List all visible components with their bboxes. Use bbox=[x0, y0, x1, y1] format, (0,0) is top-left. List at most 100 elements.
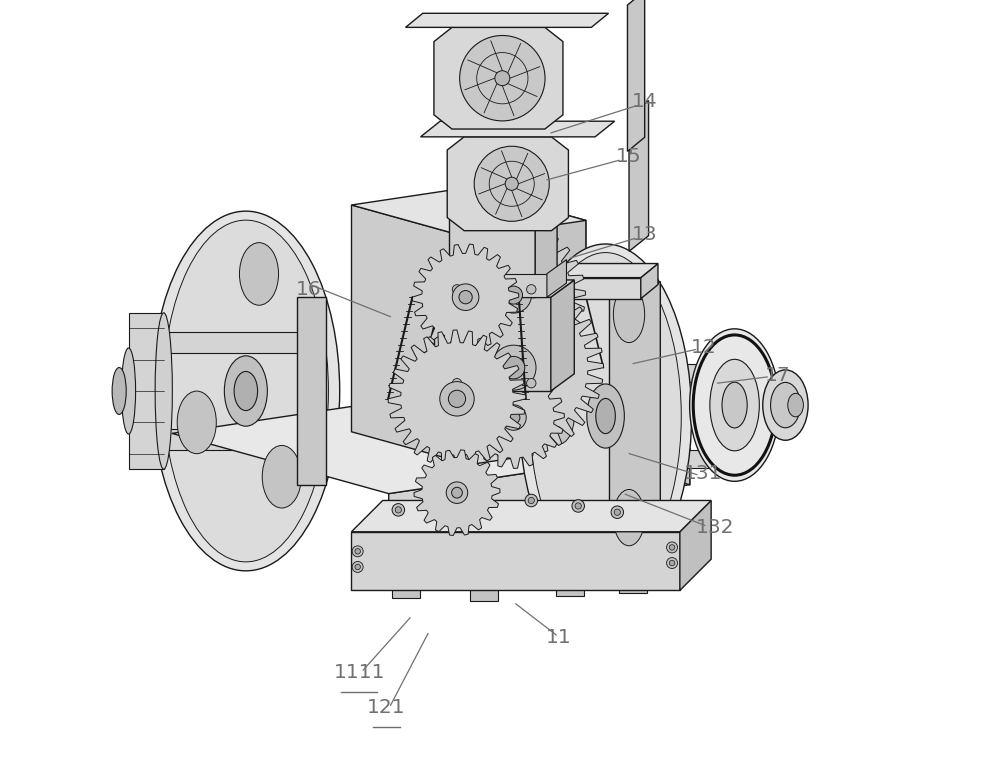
Polygon shape bbox=[551, 264, 658, 278]
Polygon shape bbox=[421, 121, 615, 137]
Ellipse shape bbox=[491, 345, 536, 390]
Ellipse shape bbox=[710, 360, 759, 450]
Bar bbox=[606, 364, 742, 382]
Ellipse shape bbox=[507, 411, 520, 424]
Polygon shape bbox=[442, 223, 585, 367]
Polygon shape bbox=[470, 581, 498, 601]
Text: 14: 14 bbox=[632, 92, 658, 111]
Ellipse shape bbox=[395, 507, 401, 513]
Polygon shape bbox=[447, 137, 568, 231]
Ellipse shape bbox=[669, 560, 675, 566]
Polygon shape bbox=[434, 297, 551, 391]
Ellipse shape bbox=[122, 348, 136, 434]
Ellipse shape bbox=[788, 393, 803, 417]
Ellipse shape bbox=[771, 382, 800, 428]
Text: 17: 17 bbox=[765, 366, 790, 385]
Ellipse shape bbox=[163, 221, 328, 561]
Ellipse shape bbox=[722, 382, 747, 428]
Ellipse shape bbox=[446, 482, 468, 504]
Text: 1111: 1111 bbox=[333, 663, 385, 682]
Ellipse shape bbox=[527, 378, 536, 388]
Polygon shape bbox=[129, 313, 164, 469]
Ellipse shape bbox=[452, 487, 462, 498]
Polygon shape bbox=[392, 579, 420, 598]
Ellipse shape bbox=[596, 398, 615, 433]
Ellipse shape bbox=[474, 146, 549, 221]
Polygon shape bbox=[641, 264, 658, 299]
Ellipse shape bbox=[460, 35, 545, 121]
Polygon shape bbox=[547, 260, 566, 297]
Ellipse shape bbox=[431, 498, 444, 511]
Text: 132: 132 bbox=[696, 518, 734, 537]
Polygon shape bbox=[463, 367, 564, 468]
Polygon shape bbox=[551, 278, 641, 299]
Ellipse shape bbox=[448, 390, 466, 407]
Polygon shape bbox=[351, 188, 586, 238]
Ellipse shape bbox=[112, 368, 126, 414]
Ellipse shape bbox=[177, 391, 216, 454]
Polygon shape bbox=[297, 297, 326, 485]
Text: 121: 121 bbox=[367, 698, 406, 717]
Polygon shape bbox=[172, 388, 690, 493]
Ellipse shape bbox=[224, 356, 267, 426]
Ellipse shape bbox=[527, 285, 536, 294]
Ellipse shape bbox=[452, 285, 462, 294]
Ellipse shape bbox=[575, 503, 581, 509]
Ellipse shape bbox=[530, 253, 681, 579]
Ellipse shape bbox=[505, 178, 518, 190]
Ellipse shape bbox=[262, 446, 301, 508]
Text: 16: 16 bbox=[296, 280, 321, 299]
Ellipse shape bbox=[572, 500, 584, 512]
Ellipse shape bbox=[495, 70, 510, 86]
Polygon shape bbox=[389, 448, 690, 530]
Text: 131: 131 bbox=[684, 464, 723, 482]
Ellipse shape bbox=[613, 490, 645, 546]
Polygon shape bbox=[556, 576, 584, 596]
Polygon shape bbox=[434, 27, 563, 129]
Ellipse shape bbox=[352, 561, 363, 572]
Polygon shape bbox=[388, 330, 526, 468]
Ellipse shape bbox=[543, 388, 574, 444]
Ellipse shape bbox=[667, 558, 678, 569]
Bar bbox=[140, 332, 312, 353]
Ellipse shape bbox=[614, 509, 620, 515]
Ellipse shape bbox=[528, 497, 534, 504]
Polygon shape bbox=[535, 203, 557, 297]
Ellipse shape bbox=[155, 313, 172, 469]
Ellipse shape bbox=[355, 565, 360, 569]
Polygon shape bbox=[551, 280, 574, 391]
Text: 12: 12 bbox=[690, 339, 716, 357]
Polygon shape bbox=[351, 205, 470, 465]
Ellipse shape bbox=[152, 211, 340, 571]
Polygon shape bbox=[351, 500, 711, 532]
Polygon shape bbox=[406, 13, 609, 27]
Ellipse shape bbox=[613, 286, 645, 343]
Ellipse shape bbox=[502, 357, 525, 379]
Ellipse shape bbox=[352, 546, 363, 557]
Ellipse shape bbox=[501, 405, 526, 430]
Ellipse shape bbox=[763, 370, 808, 440]
Ellipse shape bbox=[481, 499, 487, 505]
Text: 13: 13 bbox=[632, 225, 657, 244]
Polygon shape bbox=[473, 388, 690, 485]
Polygon shape bbox=[412, 244, 519, 350]
Polygon shape bbox=[627, 0, 645, 152]
Polygon shape bbox=[424, 278, 603, 457]
Ellipse shape bbox=[587, 384, 624, 448]
Polygon shape bbox=[680, 500, 711, 590]
Ellipse shape bbox=[496, 277, 532, 313]
Ellipse shape bbox=[478, 496, 491, 508]
Ellipse shape bbox=[690, 328, 780, 481]
Ellipse shape bbox=[669, 544, 675, 551]
Bar bbox=[606, 450, 742, 468]
Polygon shape bbox=[468, 188, 586, 447]
Polygon shape bbox=[619, 573, 647, 593]
Polygon shape bbox=[449, 219, 535, 297]
Ellipse shape bbox=[525, 494, 538, 507]
Text: 15: 15 bbox=[616, 147, 642, 166]
Text: 11: 11 bbox=[546, 628, 572, 647]
Polygon shape bbox=[434, 280, 574, 297]
Ellipse shape bbox=[440, 382, 474, 416]
Ellipse shape bbox=[234, 371, 258, 411]
Ellipse shape bbox=[434, 501, 441, 508]
